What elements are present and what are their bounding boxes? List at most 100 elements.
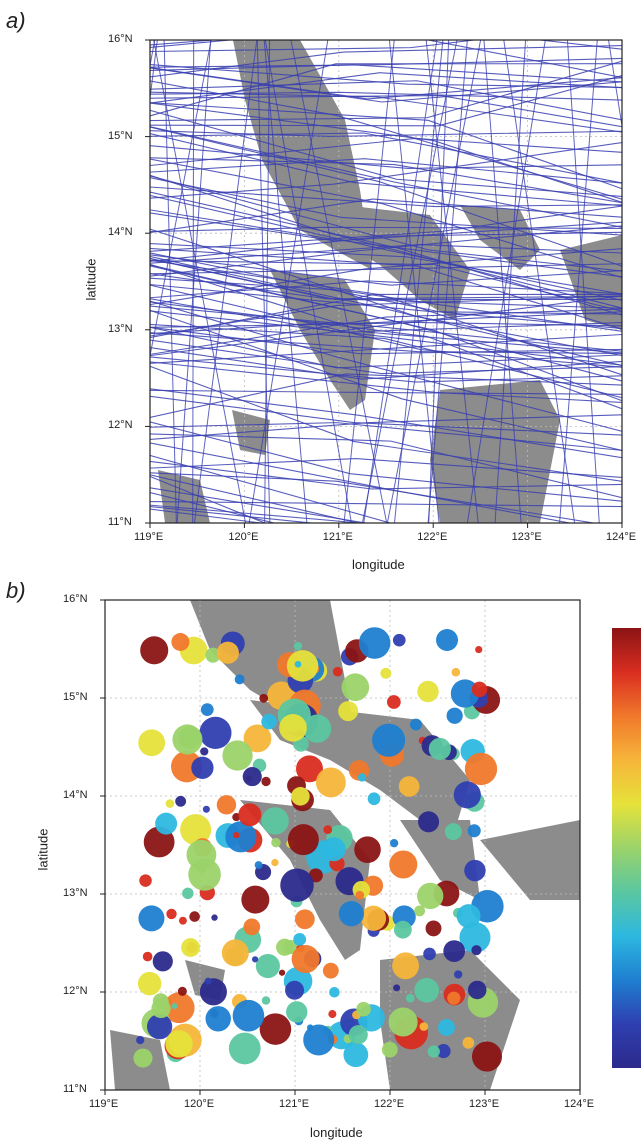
land-area-a bbox=[430, 380, 560, 523]
lat-tick-label: 15°N bbox=[63, 691, 88, 703]
event-marker bbox=[283, 966, 313, 996]
panel-b-frame bbox=[104, 599, 581, 1091]
event-marker bbox=[306, 1024, 314, 1031]
event-marker bbox=[133, 1048, 153, 1068]
ship-track bbox=[150, 225, 622, 277]
ship-track bbox=[150, 263, 622, 354]
ship-track bbox=[150, 177, 622, 236]
ship-track bbox=[150, 356, 622, 383]
event-marker bbox=[348, 1025, 368, 1045]
event-marker bbox=[221, 939, 249, 967]
event-marker bbox=[342, 1018, 357, 1034]
ship-track bbox=[150, 475, 267, 523]
lon-tick-label: 120°E bbox=[228, 531, 259, 543]
lat-tick-label: 12°N bbox=[108, 419, 133, 432]
ship-track bbox=[150, 40, 158, 102]
event-marker bbox=[423, 947, 436, 961]
colorbar bbox=[612, 628, 641, 1068]
ship-track bbox=[150, 346, 622, 380]
ship-track bbox=[150, 298, 622, 333]
ship-track bbox=[150, 142, 622, 199]
event-marker bbox=[277, 652, 303, 678]
ship-track bbox=[150, 242, 622, 295]
land-area-b bbox=[190, 600, 360, 760]
ship-track bbox=[290, 40, 388, 523]
event-marker bbox=[255, 864, 272, 881]
lon-tick-label: 123°E bbox=[511, 531, 542, 543]
event-marker bbox=[200, 747, 209, 756]
ship-track bbox=[150, 504, 364, 523]
event-marker bbox=[451, 667, 461, 677]
event-marker bbox=[294, 909, 315, 930]
ship-track bbox=[264, 40, 352, 523]
event-marker bbox=[259, 1013, 292, 1045]
ship-track bbox=[150, 326, 622, 355]
event-marker bbox=[471, 945, 482, 956]
lon-tick-label: 124°E bbox=[606, 531, 637, 543]
event-marker bbox=[165, 799, 175, 808]
event-marker bbox=[197, 864, 207, 874]
event-marker bbox=[142, 951, 153, 962]
ship-track bbox=[150, 454, 393, 523]
ship-track bbox=[388, 40, 440, 523]
event-marker bbox=[327, 1021, 356, 1050]
event-marker bbox=[278, 969, 286, 976]
event-marker bbox=[343, 1042, 369, 1068]
ship-track bbox=[559, 40, 598, 523]
event-marker bbox=[340, 1008, 368, 1036]
event-marker bbox=[352, 881, 371, 899]
lat-tick-label: 16°N bbox=[108, 33, 133, 45]
land-area-b bbox=[185, 960, 225, 1000]
event-marker bbox=[329, 855, 345, 872]
event-marker bbox=[417, 680, 439, 703]
panel-b-xlabel: longitude bbox=[310, 1125, 363, 1140]
lon-tick-label: 121°E bbox=[279, 1098, 310, 1110]
ship-track bbox=[150, 57, 622, 68]
event-marker bbox=[139, 874, 152, 887]
event-marker bbox=[211, 914, 218, 921]
event-marker bbox=[467, 980, 487, 1000]
ship-track bbox=[503, 40, 576, 523]
event-marker bbox=[436, 629, 459, 651]
ship-track bbox=[150, 326, 622, 369]
event-marker bbox=[322, 1025, 333, 1036]
ship-track bbox=[150, 257, 622, 309]
ship-track bbox=[150, 395, 622, 436]
ship-track bbox=[150, 91, 622, 133]
ship-track bbox=[150, 130, 622, 138]
event-marker bbox=[467, 987, 499, 1018]
ship-track bbox=[248, 40, 329, 523]
event-marker bbox=[171, 1003, 178, 1010]
ship-track bbox=[150, 94, 622, 128]
ship-track bbox=[393, 40, 444, 523]
land-area-b bbox=[480, 820, 580, 900]
ship-track bbox=[150, 75, 622, 127]
event-marker bbox=[193, 838, 212, 857]
event-marker bbox=[241, 885, 270, 914]
ship-track bbox=[150, 80, 622, 121]
ship-track bbox=[150, 64, 622, 83]
event-marker bbox=[261, 996, 271, 1005]
ship-track bbox=[150, 305, 622, 325]
event-marker bbox=[462, 1036, 475, 1049]
event-marker bbox=[303, 950, 322, 968]
event-marker bbox=[308, 868, 323, 883]
event-marker bbox=[427, 1045, 440, 1058]
event-marker bbox=[357, 773, 367, 782]
event-marker bbox=[428, 737, 451, 761]
event-marker bbox=[202, 805, 210, 813]
ship-track bbox=[150, 254, 622, 286]
event-marker bbox=[305, 659, 328, 682]
lat-tick-label: 11°N bbox=[108, 516, 132, 528]
ship-track bbox=[150, 40, 212, 359]
event-marker bbox=[205, 647, 221, 663]
event-marker bbox=[393, 920, 412, 939]
ship-track bbox=[150, 212, 622, 242]
ship-track bbox=[150, 365, 622, 482]
panel-a-label: a) bbox=[6, 8, 26, 33]
ship-track bbox=[150, 248, 622, 306]
ship-track bbox=[150, 433, 622, 499]
event-marker bbox=[180, 814, 212, 846]
event-marker bbox=[286, 839, 295, 848]
